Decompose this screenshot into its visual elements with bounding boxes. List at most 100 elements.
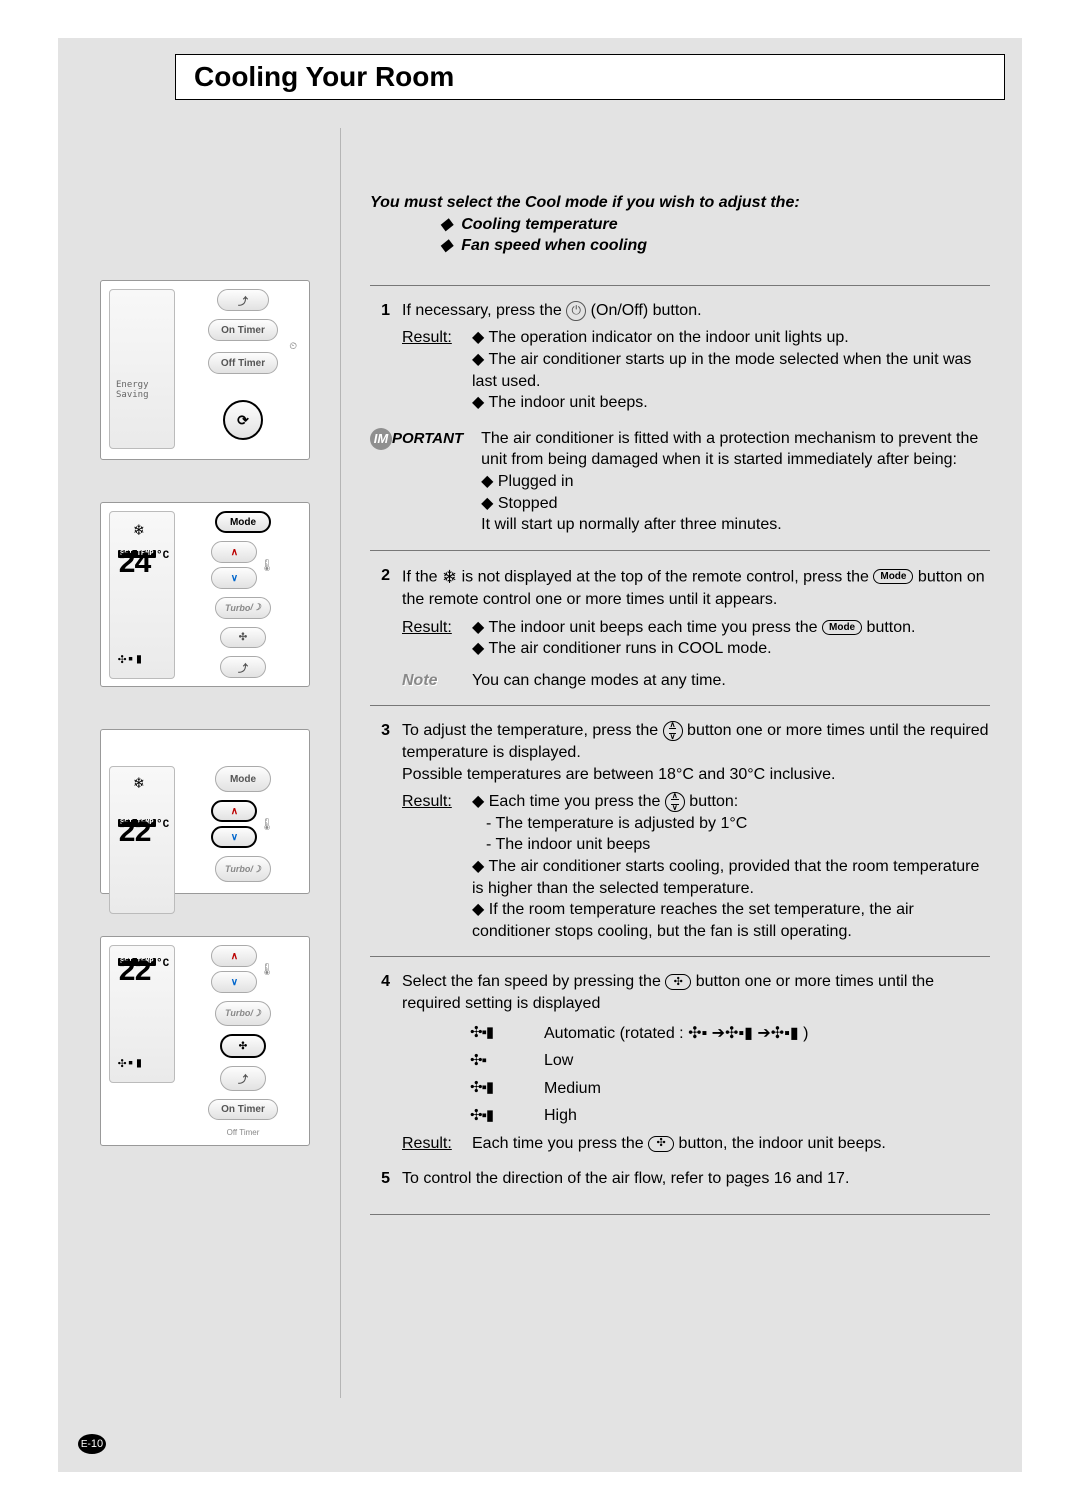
step-1-r2: The air conditioner starts up in the mod…: [472, 349, 990, 392]
fan-button-2: ✣: [220, 1034, 266, 1059]
turbo-button-3: Turbo/☽: [215, 1001, 271, 1026]
page-title: Cooling Your Room: [194, 61, 454, 93]
step-3-r3: If the room temperature reaches the set …: [472, 899, 990, 942]
step-3-r1: Each time you press the ∧ ∨ button: - Th…: [472, 791, 990, 856]
step-1-num: 1: [370, 300, 390, 322]
lcd-2: ❄ SET TEMP 24 °C ✣▪▮: [109, 511, 175, 679]
divider: [370, 285, 990, 286]
off-timer-button: Off Timer: [208, 352, 278, 374]
intro-bullet-1: ◆ Cooling temperature: [440, 214, 990, 236]
important-tail: It will start up normally after three mi…: [481, 514, 990, 536]
fan-med-text: Medium: [544, 1078, 601, 1100]
note-label: Note: [402, 670, 454, 692]
step-1-r1: The operation indicator on the indoor un…: [472, 327, 990, 349]
result-label: Result:: [402, 791, 454, 942]
power-icon: ⏻: [566, 301, 586, 321]
step-2-r2: The air conditioner runs in COOL mode.: [472, 638, 990, 660]
intro-line: You must select the Cool mode if you wis…: [370, 192, 990, 214]
result-label: Result:: [402, 617, 454, 660]
step-2-r1: The indoor unit beeps each time you pres…: [472, 617, 990, 639]
mode-button-2: Mode: [215, 766, 271, 792]
fan-med-icon: ✣▪▮: [470, 1078, 520, 1098]
divider: [370, 550, 990, 551]
fan-button: ✣: [220, 627, 266, 649]
fan-low-icon: ✣▪: [470, 1051, 520, 1071]
step-2-note: Note You can change modes at any time.: [402, 670, 990, 692]
swing-button-2: ⤴: [220, 656, 266, 678]
result-label: Result:: [402, 1133, 454, 1155]
step-5-text: To control the direction of the air flow…: [402, 1168, 990, 1190]
fan-low-text: Low: [544, 1050, 573, 1072]
swing-button: ⤴: [217, 289, 269, 311]
fan-auto-text: Automatic (rotated : ✣▪ ➔✣▪▮ ➔✣▪▮ ): [544, 1023, 808, 1045]
temp-down-button-3: ∨: [211, 971, 257, 993]
illustration-column: Energy Saving ⤴ On Timer ⏲ Off Timer ⟳ ❄…: [100, 280, 310, 1188]
step-1-result: Result: The operation indicator on the i…: [402, 327, 990, 413]
temp-adjust-icon: ∧ ∨: [665, 792, 685, 812]
divider: [370, 956, 990, 957]
temp-down-button: ∨: [211, 567, 257, 589]
mode-button: Mode: [215, 511, 271, 533]
remote-illus-4: SET TEMP 22 °C ✣▪▮ ∧ ∨ 🌡 Turbo/☽ ✣ ⤴ On …: [100, 936, 310, 1146]
off-timer-partial: Off Timer: [227, 1128, 260, 1137]
step-3-num: 3: [370, 720, 390, 785]
important-badge: IMPORTANT: [370, 428, 463, 536]
step-2: 2 If the ❄ is not displayed at the top o…: [370, 565, 990, 611]
step-3-result: Result: Each time you press the ∧ ∨ butt…: [402, 791, 990, 942]
important-b1: ◆ Plugged in: [481, 471, 990, 493]
important-block: IMPORTANT The air conditioner is fitted …: [370, 428, 990, 536]
mode-pill-icon: Mode: [822, 620, 862, 635]
step-5-num: 5: [370, 1168, 390, 1190]
intro-block: You must select the Cool mode if you wis…: [370, 192, 990, 257]
mode-pill-icon: Mode: [873, 569, 913, 584]
temp-up-button-3: ∧: [211, 945, 257, 967]
remote-illus-1: Energy Saving ⤴ On Timer ⏲ Off Timer ⟳: [100, 280, 310, 460]
important-b2: ◆ Stopped: [481, 493, 990, 515]
page-number: E-10: [78, 1434, 106, 1454]
divider: [370, 1214, 990, 1215]
lcd-1: Energy Saving: [109, 289, 175, 449]
vertical-divider: [340, 128, 341, 1398]
step-1-r3: The indoor unit beeps.: [472, 392, 990, 414]
fan-button-icon: ✣: [648, 1136, 674, 1152]
step-4-result: Result: Each time you press the ✣ button…: [402, 1133, 990, 1155]
fan-speed-table: ✣▪▮ Automatic (rotated : ✣▪ ➔✣▪▮ ➔✣▪▮ ) …: [470, 1023, 990, 1127]
energy-saving-label: Energy Saving: [116, 380, 174, 400]
remote-illus-2: ❄ SET TEMP 24 °C ✣▪▮ Mode ∧ ∨ 🌡 Turbo/☽ …: [100, 502, 310, 687]
turbo-button: Turbo/☽: [215, 597, 271, 619]
fan-bars-icon: ✣▪▮: [118, 651, 143, 668]
step-3-r1-s2: - The indoor unit beeps: [486, 834, 990, 856]
intro-bullet-2: ◆ Fan speed when cooling: [440, 235, 990, 257]
result-label: Result:: [402, 327, 454, 413]
snow-icon-inline: ❄: [442, 565, 457, 589]
temp-down-button-2: ∨: [211, 826, 257, 848]
set-cancel-button: ⟳: [223, 400, 263, 440]
snow-icon-2: ❄: [134, 773, 144, 793]
temp-display-1: 24: [118, 548, 150, 582]
temp-adjust-icon: ∧ ∨: [663, 721, 683, 741]
main-content: You must select the Cool mode if you wis…: [370, 192, 990, 1229]
temp-display-2: 22: [118, 817, 150, 851]
on-timer-button-2: On Timer: [208, 1099, 278, 1120]
title-bar: Cooling Your Room: [175, 54, 1005, 100]
note-text: You can change modes at any time.: [472, 670, 726, 692]
step-3-sub: Possible temperatures are between 18°C a…: [402, 764, 990, 786]
fan-auto-icon: ✣▪▮: [470, 1023, 520, 1043]
important-text: The air conditioner is fitted with a pro…: [481, 428, 990, 471]
turbo-button-2: Turbo/☽: [215, 856, 271, 882]
step-4-num: 4: [370, 971, 390, 1014]
lcd-4: SET TEMP 22 °C ✣▪▮: [109, 945, 175, 1083]
swing-button-3: ⤴: [220, 1066, 266, 1091]
step-5: 5 To control the direction of the air fl…: [370, 1168, 990, 1190]
fan-high-text: High: [544, 1105, 577, 1127]
temp-up-button-2: ∧: [211, 800, 257, 822]
step-2-num: 2: [370, 565, 390, 611]
step-3-r2: The air conditioner starts cooling, prov…: [472, 856, 990, 899]
fan-button-icon: ✣: [665, 974, 691, 990]
step-1: 1 If necessary, press the ⏻ (On/Off) but…: [370, 300, 990, 322]
step-4: 4 Select the fan speed by pressing the ✣…: [370, 971, 990, 1014]
step-2-result: Result: The indoor unit beeps each time …: [402, 617, 990, 660]
temp-up-button: ∧: [211, 541, 257, 563]
fan-high-icon: ✣▪▮: [470, 1106, 520, 1126]
step-3: 3 To adjust the temperature, press the ∧…: [370, 720, 990, 785]
